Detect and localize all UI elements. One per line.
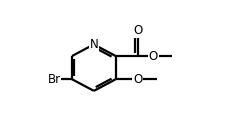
- Text: O: O: [132, 73, 142, 86]
- Text: N: N: [89, 38, 98, 51]
- Text: O: O: [148, 50, 157, 63]
- Text: O: O: [132, 24, 142, 37]
- Text: Br: Br: [47, 73, 60, 86]
